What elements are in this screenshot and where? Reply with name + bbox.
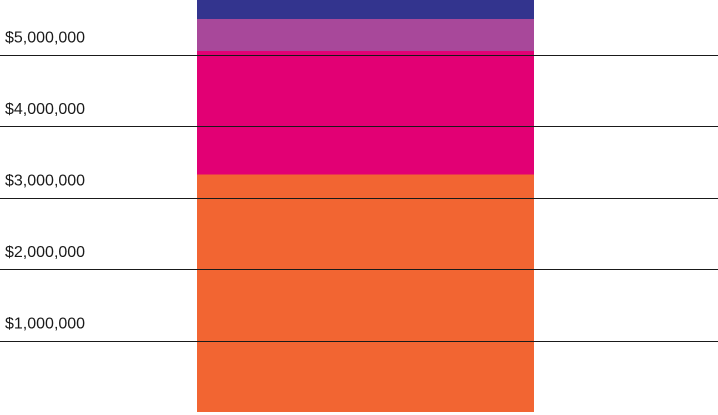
bar-segments: [197, 0, 534, 412]
y-tick-label: $1,000,000: [5, 316, 85, 333]
y-tick-label: $3,000,000: [5, 173, 85, 190]
bar-segment-1: [197, 174, 534, 412]
bar-segment-2: [197, 50, 534, 175]
y-tick-label: $4,000,000: [5, 101, 85, 118]
y-tick-label: $2,000,000: [5, 244, 85, 261]
bar-segment-3: [197, 18, 534, 51]
y-axis-tick-labels: $6,000,000$5,000,000$4,000,000$3,000,000…: [5, 30, 85, 333]
y-tick-label: $5,000,000: [5, 30, 85, 47]
gridlines: [0, 55, 718, 342]
bar-segment-4: [197, 0, 534, 19]
